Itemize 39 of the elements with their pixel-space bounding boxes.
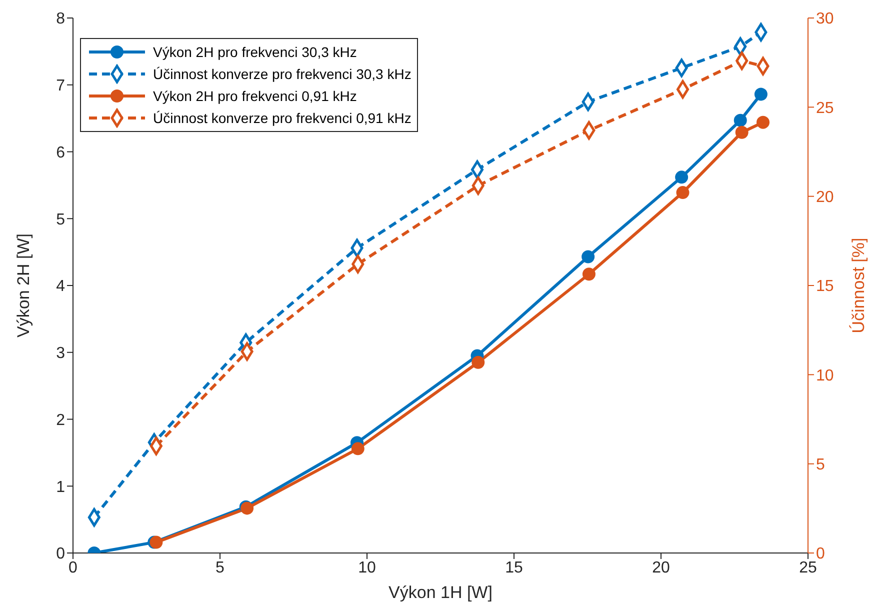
y-tick-label: 2 bbox=[56, 412, 66, 429]
legend-label: Výkon 2H pro frekvenci 30,3 kHz bbox=[153, 44, 357, 60]
point bbox=[754, 88, 768, 101]
y2-tick-label: 20 bbox=[816, 189, 834, 206]
y-tick-label: 0 bbox=[56, 546, 66, 563]
y-tick-label: 8 bbox=[56, 10, 66, 28]
y2-tick-label: 30 bbox=[816, 10, 834, 28]
legend-label: Výkon 2H pro frekvenci 0,91 kHz bbox=[153, 88, 357, 104]
point bbox=[472, 356, 485, 369]
x-tick-label: 15 bbox=[505, 559, 523, 576]
point bbox=[675, 170, 688, 184]
point bbox=[676, 186, 690, 200]
x-axis-title: Výkon 1H [W] bbox=[388, 583, 492, 602]
y-tick-label: 4 bbox=[56, 278, 66, 296]
legend-label: Účinnost konverze pro frekvenci 30,3 kHz bbox=[153, 66, 412, 82]
y-tick-label: 7 bbox=[56, 78, 66, 95]
x-tick-label: 10 bbox=[358, 559, 376, 576]
x-tick-label: 5 bbox=[216, 559, 225, 576]
y-tick-label: 5 bbox=[56, 211, 66, 228]
y2-tick-label: 15 bbox=[816, 278, 834, 296]
y-axis-title: Výkon 2H [W] bbox=[14, 234, 34, 338]
x-tick-label: 25 bbox=[799, 559, 817, 576]
point bbox=[582, 250, 595, 264]
point bbox=[582, 268, 596, 281]
y2-tick-label: 10 bbox=[816, 367, 834, 384]
y-tick-label: 6 bbox=[56, 144, 66, 162]
y-tick-label: 3 bbox=[56, 345, 66, 362]
y2-tick-label: 25 bbox=[816, 100, 834, 117]
point bbox=[734, 114, 747, 127]
y-tick-label: 1 bbox=[56, 478, 66, 496]
point bbox=[735, 126, 748, 139]
y2-tick-label: 0 bbox=[816, 546, 825, 563]
y2-tick-label: 5 bbox=[816, 456, 825, 474]
y2-axis-title: Účinnost [%] bbox=[849, 238, 868, 334]
point bbox=[351, 442, 364, 456]
x-tick-label: 0 bbox=[68, 559, 78, 576]
x-tick-label: 20 bbox=[652, 559, 670, 576]
point bbox=[756, 116, 770, 129]
legend-label: Účinnost konverze pro frekvenci 0,91 kHz bbox=[153, 110, 412, 126]
